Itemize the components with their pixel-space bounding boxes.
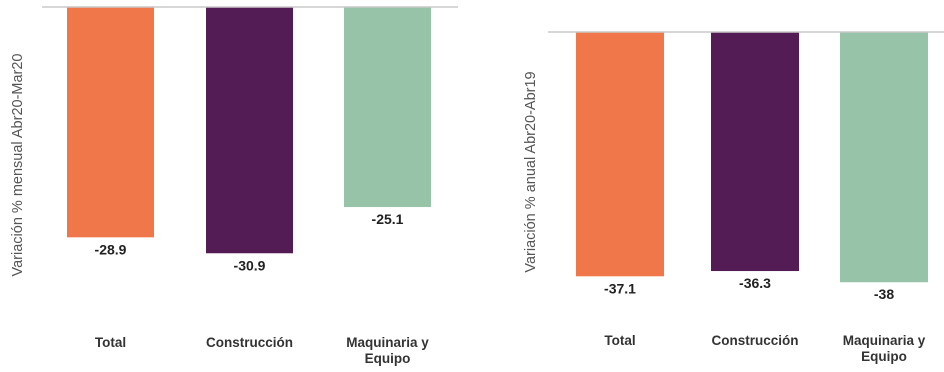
category-label-1-0: Total bbox=[604, 333, 635, 348]
chart-monthly-variation: -28.9 -30.9 -25.1 Total Construcción Maquinar… bbox=[10, 6, 458, 366]
data-label-0-1: -30.9 bbox=[234, 257, 266, 273]
y-axis-title-1: Variación % anual Abr20-Abr19 bbox=[523, 71, 539, 272]
bar-0-1 bbox=[206, 7, 293, 254]
data-label-0-0: -28.9 bbox=[95, 241, 127, 257]
data-label-1-0: -37.1 bbox=[604, 280, 636, 296]
category-label-1-2: Maquinaria y Equipo bbox=[843, 333, 926, 364]
category-label-0-2: Maquinaria y Equipo bbox=[346, 335, 429, 366]
y-axis-title-0: Variación % mensual Abr20-Mar20 bbox=[10, 54, 26, 277]
chart-annual-variation: -37.1 -36.3 -38 Total Construcción Maquinaria… bbox=[523, 31, 944, 364]
category-label-0-1: Construcción bbox=[206, 335, 293, 350]
bar-0-2 bbox=[344, 7, 431, 208]
bar-1-0 bbox=[576, 32, 664, 277]
bar-1-1 bbox=[711, 32, 799, 272]
category-label-1-1: Construcción bbox=[711, 333, 798, 348]
category-label-0-0: Total bbox=[95, 335, 126, 350]
data-label-0-2: -25.1 bbox=[372, 211, 404, 227]
data-label-1-2: -38 bbox=[874, 286, 894, 302]
bar-1-2 bbox=[840, 32, 928, 283]
bar-0-0 bbox=[67, 7, 154, 238]
data-label-1-1: -36.3 bbox=[739, 275, 771, 291]
